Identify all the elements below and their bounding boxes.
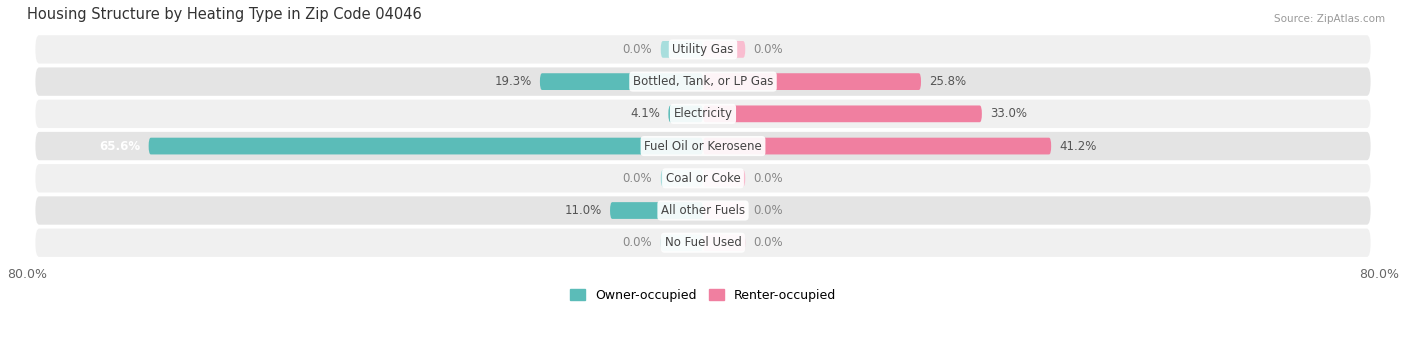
FancyBboxPatch shape — [703, 234, 745, 251]
FancyBboxPatch shape — [703, 170, 745, 187]
Text: Fuel Oil or Kerosene: Fuel Oil or Kerosene — [644, 139, 762, 152]
FancyBboxPatch shape — [35, 68, 1371, 96]
FancyBboxPatch shape — [703, 138, 1052, 154]
FancyBboxPatch shape — [35, 132, 1371, 160]
FancyBboxPatch shape — [661, 234, 703, 251]
Text: 0.0%: 0.0% — [623, 172, 652, 185]
Text: Coal or Coke: Coal or Coke — [665, 172, 741, 185]
Text: Electricity: Electricity — [673, 107, 733, 120]
Text: All other Fuels: All other Fuels — [661, 204, 745, 217]
FancyBboxPatch shape — [149, 138, 703, 154]
Text: 11.0%: 11.0% — [564, 204, 602, 217]
Text: 41.2%: 41.2% — [1060, 139, 1097, 152]
FancyBboxPatch shape — [661, 170, 703, 187]
FancyBboxPatch shape — [610, 202, 703, 219]
FancyBboxPatch shape — [35, 100, 1371, 128]
Text: No Fuel Used: No Fuel Used — [665, 236, 741, 249]
Text: 0.0%: 0.0% — [623, 236, 652, 249]
Text: 0.0%: 0.0% — [754, 236, 783, 249]
Text: 0.0%: 0.0% — [754, 43, 783, 56]
FancyBboxPatch shape — [35, 35, 1371, 63]
Text: 0.0%: 0.0% — [754, 172, 783, 185]
FancyBboxPatch shape — [35, 164, 1371, 192]
FancyBboxPatch shape — [703, 202, 745, 219]
Text: Bottled, Tank, or LP Gas: Bottled, Tank, or LP Gas — [633, 75, 773, 88]
FancyBboxPatch shape — [668, 105, 703, 122]
FancyBboxPatch shape — [703, 41, 745, 58]
Text: Housing Structure by Heating Type in Zip Code 04046: Housing Structure by Heating Type in Zip… — [27, 7, 422, 22]
Legend: Owner-occupied, Renter-occupied: Owner-occupied, Renter-occupied — [565, 284, 841, 307]
Text: 4.1%: 4.1% — [630, 107, 659, 120]
Text: 25.8%: 25.8% — [929, 75, 966, 88]
Text: Utility Gas: Utility Gas — [672, 43, 734, 56]
FancyBboxPatch shape — [661, 41, 703, 58]
Text: 0.0%: 0.0% — [754, 204, 783, 217]
FancyBboxPatch shape — [540, 73, 703, 90]
FancyBboxPatch shape — [703, 73, 921, 90]
Text: 33.0%: 33.0% — [990, 107, 1028, 120]
FancyBboxPatch shape — [35, 196, 1371, 225]
Text: 65.6%: 65.6% — [98, 139, 141, 152]
FancyBboxPatch shape — [703, 105, 981, 122]
Text: 19.3%: 19.3% — [494, 75, 531, 88]
Text: Source: ZipAtlas.com: Source: ZipAtlas.com — [1274, 14, 1385, 24]
FancyBboxPatch shape — [35, 228, 1371, 257]
Text: 0.0%: 0.0% — [623, 43, 652, 56]
